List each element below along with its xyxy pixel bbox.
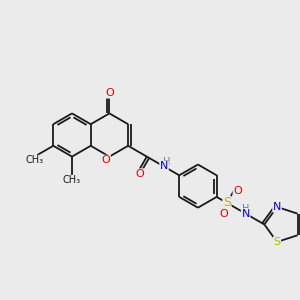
Text: O: O (233, 186, 242, 196)
Text: O: O (135, 169, 144, 179)
Text: H: H (242, 203, 249, 214)
Text: S: S (274, 237, 280, 247)
Text: N: N (273, 202, 281, 212)
Text: H: H (163, 157, 171, 167)
Text: O: O (105, 88, 114, 98)
Text: O: O (101, 155, 110, 165)
Text: CH₃: CH₃ (26, 155, 44, 165)
Text: O: O (220, 209, 229, 219)
Text: CH₃: CH₃ (63, 176, 81, 185)
Text: N: N (160, 161, 168, 171)
Text: S: S (223, 196, 231, 209)
Text: N: N (242, 208, 250, 219)
